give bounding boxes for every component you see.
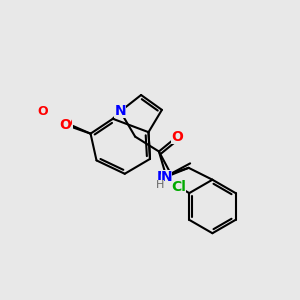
Text: Cl: Cl [171, 180, 186, 194]
Text: H: H [156, 180, 164, 190]
Text: N: N [157, 170, 168, 184]
Text: N: N [115, 104, 126, 118]
Text: O: O [59, 118, 71, 132]
Text: N: N [160, 170, 172, 184]
Text: O: O [171, 130, 183, 144]
Text: O: O [61, 117, 72, 130]
Text: O: O [38, 105, 48, 118]
Text: H: H [169, 180, 178, 190]
